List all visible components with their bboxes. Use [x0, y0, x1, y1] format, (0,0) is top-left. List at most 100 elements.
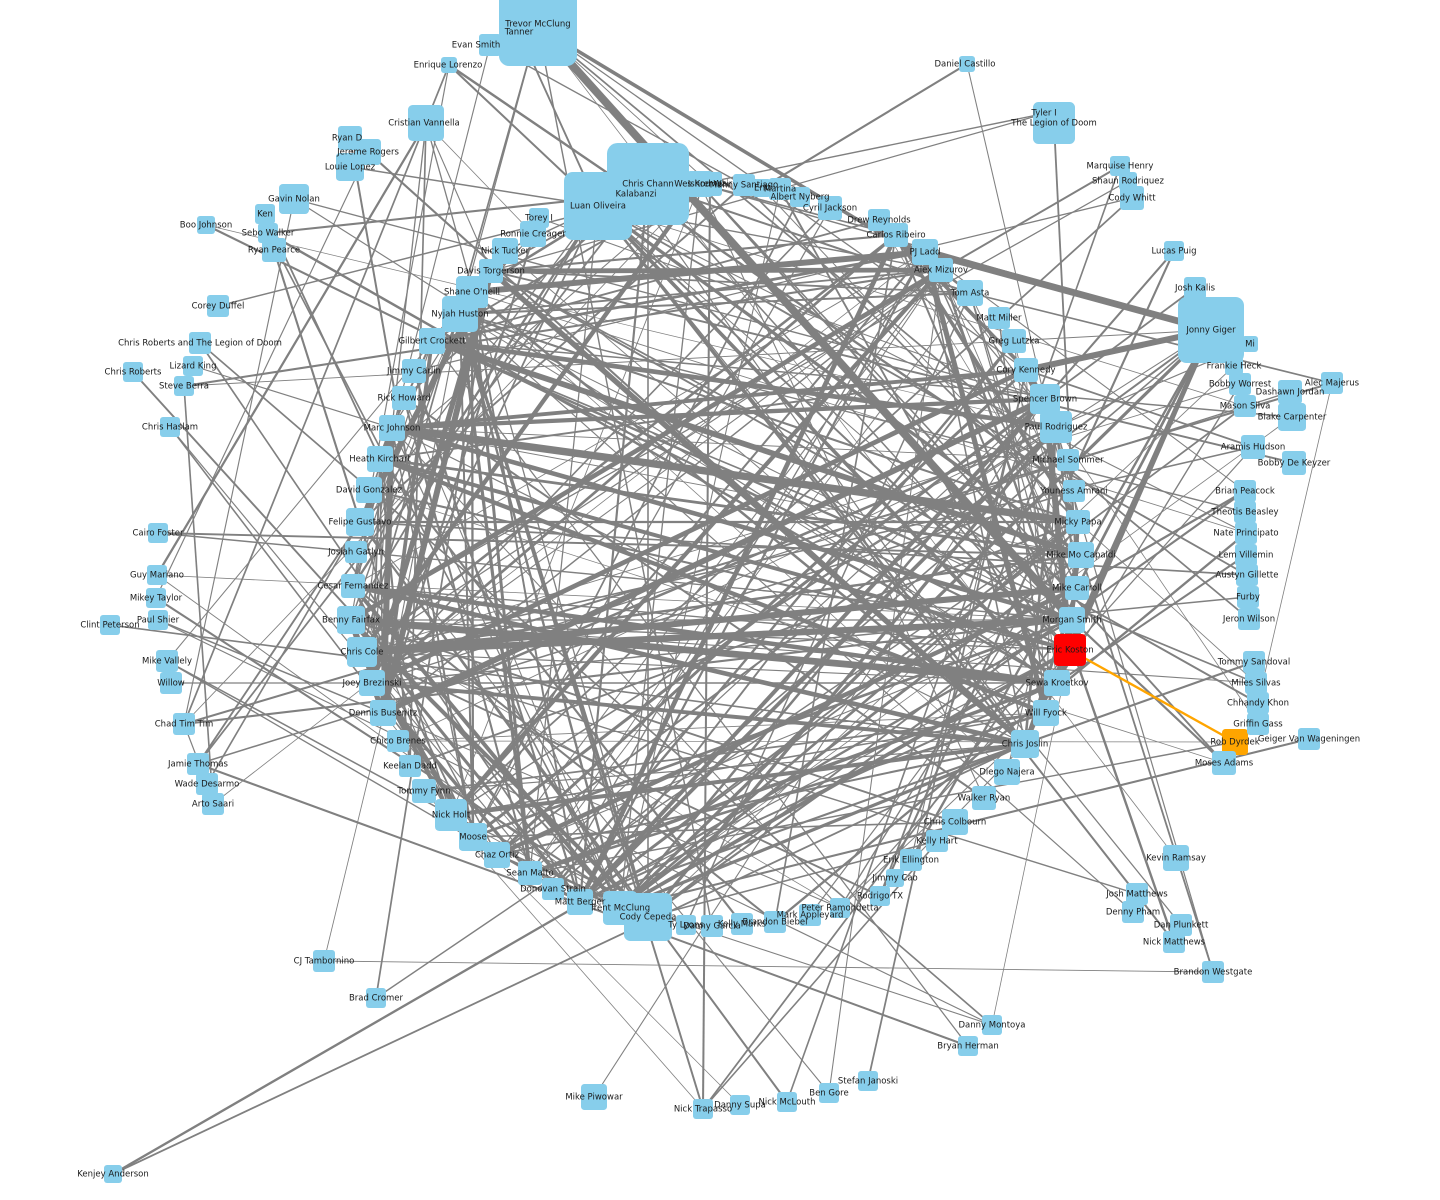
graph-node[interactable] — [1119, 172, 1137, 190]
graph-node[interactable] — [1044, 670, 1070, 696]
graph-node[interactable] — [777, 1092, 797, 1112]
graph-node[interactable] — [484, 842, 510, 868]
graph-node[interactable] — [1238, 608, 1260, 630]
graph-node[interactable] — [367, 446, 393, 472]
graph-node[interactable] — [1033, 102, 1075, 144]
graph-node[interactable] — [183, 356, 203, 376]
graph-node[interactable] — [1164, 241, 1184, 261]
graph-node[interactable] — [581, 1084, 607, 1110]
graph-node[interactable] — [189, 332, 211, 354]
graph-node[interactable] — [479, 34, 501, 56]
graph-node[interactable] — [279, 184, 309, 214]
graph-node[interactable] — [730, 1095, 750, 1115]
graph-node[interactable] — [1229, 373, 1251, 395]
graph-node[interactable] — [459, 823, 487, 851]
graph-node[interactable] — [1234, 501, 1256, 523]
graph-node[interactable] — [959, 56, 975, 72]
graph-node[interactable] — [567, 889, 593, 915]
graph-node[interactable] — [148, 610, 168, 630]
graph-node[interactable] — [1247, 713, 1269, 735]
graph-node[interactable] — [1225, 357, 1243, 375]
graph-node[interactable] — [147, 565, 167, 585]
graph-node[interactable] — [603, 891, 637, 925]
graph-node[interactable] — [160, 417, 180, 437]
graph-node[interactable] — [174, 376, 194, 396]
graph-node[interactable] — [202, 793, 224, 815]
graph-node[interactable] — [520, 221, 546, 247]
graph-node[interactable] — [769, 178, 791, 200]
graph-node[interactable] — [123, 362, 143, 382]
graph-node[interactable] — [957, 280, 983, 306]
graph-node[interactable] — [701, 915, 723, 937]
graph-node[interactable] — [104, 1165, 122, 1183]
graph-node[interactable] — [346, 508, 374, 536]
graph-node[interactable] — [435, 799, 467, 831]
graph-node[interactable] — [1245, 672, 1267, 694]
graph-node[interactable] — [1063, 480, 1085, 502]
graph-node[interactable] — [884, 223, 908, 247]
graph-node[interactable] — [499, 0, 577, 66]
graph-node[interactable] — [764, 911, 786, 933]
graph-node[interactable] — [926, 830, 948, 852]
graph-node[interactable] — [1298, 728, 1320, 750]
graph-node[interactable] — [402, 359, 426, 383]
graph-node[interactable] — [196, 773, 218, 795]
graph-node[interactable] — [379, 415, 405, 441]
graph-node[interactable] — [1222, 729, 1248, 755]
graph-node[interactable] — [1054, 634, 1086, 666]
graph-node[interactable] — [356, 477, 382, 503]
graph-node[interactable] — [337, 606, 365, 634]
graph-node[interactable] — [676, 915, 696, 935]
graph-node[interactable] — [733, 174, 755, 196]
graph-node[interactable] — [197, 216, 215, 234]
graph-node[interactable] — [1282, 451, 1306, 475]
graph-node[interactable] — [1122, 901, 1144, 923]
graph-node[interactable] — [160, 672, 182, 694]
graph-node[interactable] — [731, 913, 753, 935]
graph-node[interactable] — [1002, 329, 1026, 353]
graph-node[interactable] — [1236, 564, 1258, 586]
graph-node[interactable] — [1033, 700, 1059, 726]
graph-node[interactable] — [1057, 449, 1079, 471]
graph-node[interactable] — [870, 886, 890, 906]
graph-node[interactable] — [1278, 380, 1302, 404]
graph-node[interactable] — [207, 295, 229, 317]
graph-node[interactable] — [518, 861, 542, 885]
graph-node[interactable] — [1163, 931, 1185, 953]
graph-node[interactable] — [441, 57, 457, 73]
graph-node[interactable] — [1011, 730, 1039, 758]
graph-node[interactable] — [336, 153, 364, 181]
graph-node[interactable] — [366, 988, 386, 1008]
graph-node[interactable] — [972, 786, 996, 810]
graph-node[interactable] — [370, 700, 396, 726]
graph-node[interactable] — [1126, 883, 1148, 905]
graph-node[interactable] — [345, 541, 367, 563]
graph-node[interactable] — [148, 523, 168, 543]
graph-node[interactable] — [1241, 435, 1265, 459]
graph-node[interactable] — [419, 328, 445, 354]
graph-node[interactable] — [886, 869, 904, 887]
graph-node[interactable] — [173, 713, 195, 735]
graph-node[interactable] — [156, 650, 178, 672]
graph-node[interactable] — [1068, 542, 1094, 568]
graph-node[interactable] — [1243, 651, 1265, 673]
graph-node[interactable] — [1170, 914, 1192, 936]
graph-node[interactable] — [1234, 480, 1256, 502]
graph-node[interactable] — [392, 386, 416, 410]
graph-node[interactable] — [1235, 522, 1257, 544]
graph-node[interactable] — [1110, 156, 1130, 176]
graph-node[interactable] — [818, 196, 842, 220]
graph-node[interactable] — [508, 21, 530, 43]
graph-node[interactable] — [1202, 961, 1224, 983]
graph-node[interactable] — [900, 849, 922, 871]
graph-node[interactable] — [408, 105, 444, 141]
graph-node[interactable] — [982, 1015, 1002, 1035]
graph-node[interactable] — [1066, 510, 1090, 534]
graph-node[interactable] — [1184, 277, 1206, 299]
graph-node[interactable] — [988, 307, 1010, 329]
graph-node[interactable] — [399, 755, 421, 777]
graph-node[interactable] — [1234, 395, 1256, 417]
graph-node[interactable] — [1278, 403, 1306, 431]
graph-node[interactable] — [958, 1036, 978, 1056]
graph-node[interactable] — [1059, 607, 1085, 633]
